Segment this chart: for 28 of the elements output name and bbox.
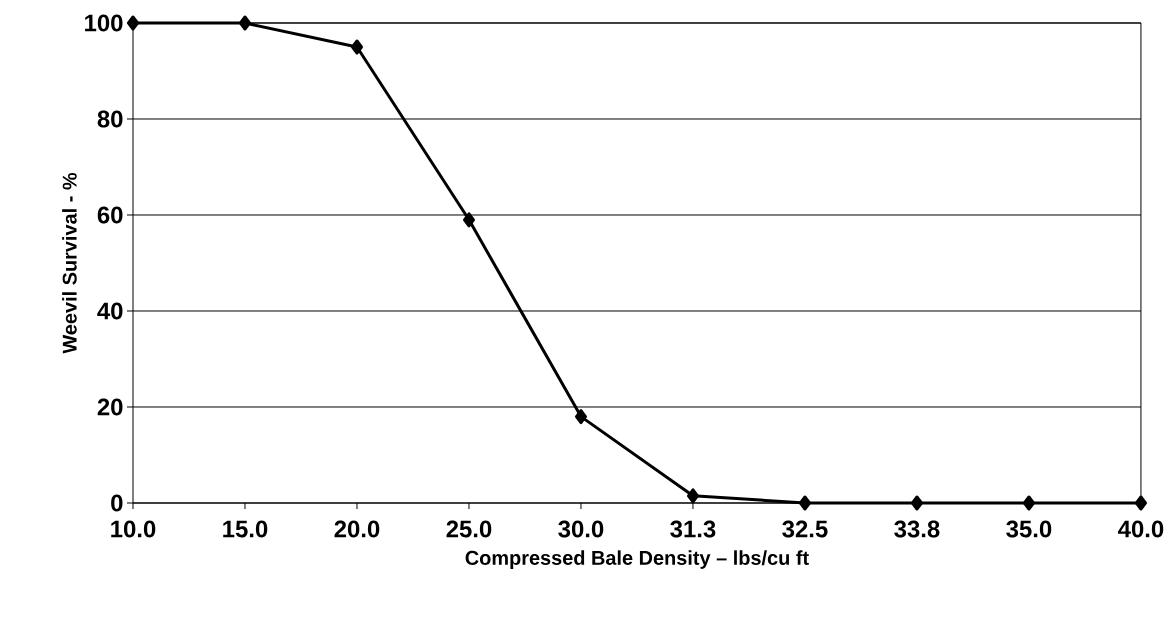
x-tick-label: 30.0 [558, 520, 604, 538]
y-tick-label: 60 [97, 206, 123, 224]
x-tick-label: 32.5 [782, 520, 828, 538]
x-tick-label: 35.0 [1006, 520, 1052, 538]
point [127, 15, 139, 31]
point [686, 488, 699, 504]
x-axis-title: Compressed Bale Density – lbs/cu ft [465, 550, 809, 569]
x-tick-label: 25.0 [446, 520, 492, 538]
point [1022, 495, 1035, 511]
x-tick-label: 15.0 [223, 520, 268, 538]
point [574, 409, 587, 425]
y-tick-label: 20 [97, 398, 123, 416]
y-tick-label: 80 [97, 110, 123, 128]
y-tick-label: 100 [85, 14, 123, 32]
point [1134, 495, 1147, 511]
x-tick-label: 40.0 [1118, 520, 1164, 538]
y-axis-title: Weevil Survival - % [62, 172, 77, 354]
x-tick-label: 31.3 [670, 520, 716, 538]
y-tick-label: 0 [111, 494, 123, 512]
point [798, 495, 811, 511]
x-tick-label: 33.8 [894, 520, 940, 538]
point [350, 39, 363, 55]
x-tick-label: 20.0 [334, 520, 380, 538]
y-tick-label: 40 [97, 302, 123, 320]
point [462, 212, 475, 228]
x-tick-label: 10.0 [111, 520, 156, 538]
point [910, 495, 923, 511]
point [238, 15, 251, 31]
